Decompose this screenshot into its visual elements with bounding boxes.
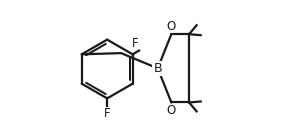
Text: F: F bbox=[104, 107, 110, 120]
Text: B: B bbox=[153, 62, 162, 75]
Text: F: F bbox=[132, 37, 138, 50]
Text: O: O bbox=[167, 19, 176, 33]
Text: O: O bbox=[167, 104, 176, 117]
